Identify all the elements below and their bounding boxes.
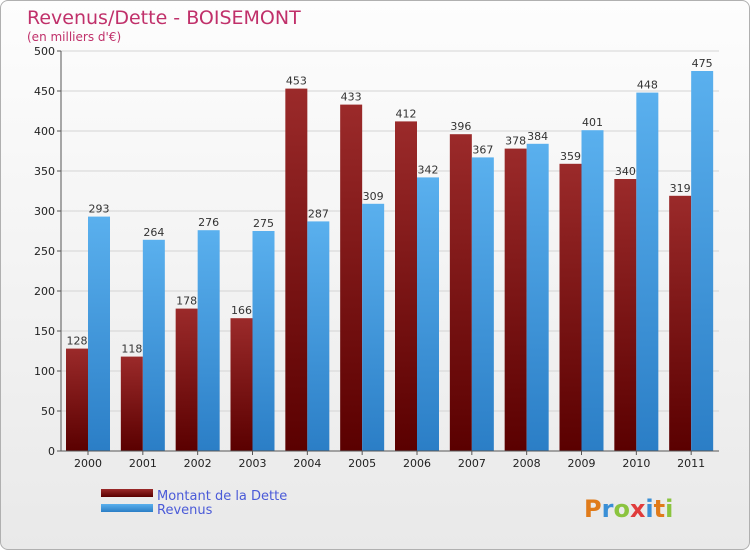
data-label: 118 [121,343,142,356]
x-tick-label: 2000 [74,457,102,470]
logo-letter: P [584,495,602,523]
data-label: 384 [527,130,548,143]
bar-debt [120,356,143,451]
chart-subtitle: (en milliers d'€) [27,30,121,44]
x-tick-label: 2003 [239,457,267,470]
data-label: 340 [615,165,636,178]
x-tick-label: 2008 [513,457,541,470]
x-tick-label: 2004 [293,457,321,470]
y-tick-label: 50 [41,405,55,418]
x-tick-label: 2009 [568,457,596,470]
data-label: 378 [505,135,526,148]
data-label: 359 [560,150,581,163]
data-label: 412 [396,107,417,120]
gridlines [61,50,719,452]
bar-debt [614,179,637,451]
data-label: 396 [450,120,471,133]
bar-revenue [691,71,714,451]
y-tick-label: 0 [48,445,55,458]
data-label: 448 [637,79,658,92]
bar-revenue [252,231,275,451]
x-tick-label: 2010 [622,457,650,470]
legend-label-revenue: Revenus [157,503,213,518]
x-axis: 2000 2001 2002 2003 2004 2005 2006 2007 2008 2009… [61,450,719,470]
x-tick-label: 2006 [403,457,431,470]
bar-debt [230,318,253,451]
bar-revenue [142,239,165,451]
legend-label-debt: Montant de la Dette [157,489,287,504]
legend-swatch-debt [101,489,153,497]
x-tick-label: 2002 [184,457,212,470]
data-label: 367 [472,143,493,156]
data-label: 475 [692,57,713,70]
data-label: 401 [582,116,603,129]
data-label: 128 [67,335,88,348]
x-tick-label: 2011 [677,457,705,470]
logo-letter: t [654,495,665,523]
bar-revenue [197,230,220,451]
logo-letter: i [645,495,653,523]
logo-letter: i [665,495,673,523]
logo-text: Proxiti [584,495,673,523]
y-tick-label: 100 [34,365,55,378]
bar-debt [669,195,692,451]
data-label: 293 [89,203,110,216]
bar-debt [559,163,582,452]
data-label: 319 [670,182,691,195]
bar-revenue [581,130,604,451]
data-label: 178 [176,295,197,308]
y-tick-label: 350 [34,165,55,178]
x-tick-label: 2001 [129,457,157,470]
data-label: 342 [418,163,439,176]
y-tick-label: 450 [34,85,55,98]
data-label: 309 [363,190,384,203]
bars: 128 293 118 264 178 276 166 275 453 287 433 309 412 3… [66,57,714,452]
proxiti-logo: Proxiti [584,495,673,523]
bar-debt [504,148,527,451]
data-label: 275 [253,217,274,230]
data-label: 453 [286,75,307,88]
bar-debt [395,121,417,452]
logo-letter: o [613,495,630,523]
legend-swatch-revenue [101,504,153,512]
bar-revenue [88,216,110,451]
y-axis: 0 50 100 150 200 250 300 350 400 450 500 [34,45,62,458]
bar-debt [66,348,88,451]
y-tick-label: 400 [34,125,55,138]
bar-revenue [307,221,330,451]
data-label: 287 [308,207,329,220]
data-label: 166 [231,304,252,317]
bar-debt [449,134,472,451]
bar-debt [175,308,198,451]
bar-revenue [417,177,439,451]
data-label: 264 [143,226,164,239]
bar-revenue [362,203,385,451]
legend: Montant de la Dette Revenus [101,489,287,518]
y-tick-label: 250 [34,245,55,258]
x-tick-label: 2005 [348,457,376,470]
logo-letter: r [602,495,614,523]
logo-letter: x [630,495,646,523]
x-tick-label: 2007 [458,457,486,470]
chart-title: Revenus/Dette - BOISEMONT [27,7,301,29]
y-tick-label: 200 [34,285,55,298]
bar-debt [340,104,363,451]
bar-revenue [526,143,549,452]
bar-revenue [471,157,494,451]
data-label: 276 [198,216,219,229]
y-tick-label: 300 [34,205,55,218]
bar-revenue [636,92,659,451]
data-label: 433 [341,91,362,104]
y-tick-label: 500 [34,45,55,58]
bar-debt [285,88,308,451]
y-tick-label: 150 [34,325,55,338]
